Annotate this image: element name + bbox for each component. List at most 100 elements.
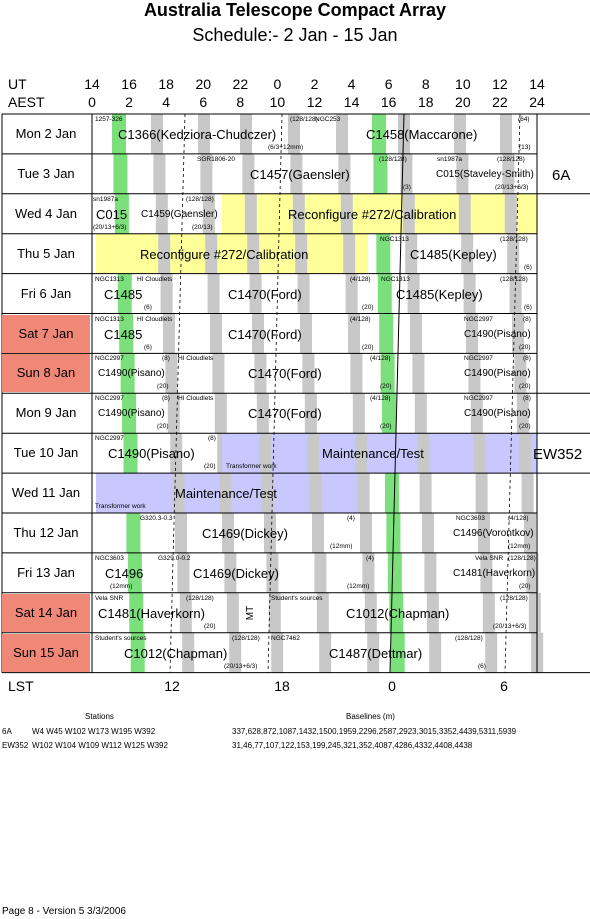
baselines-heading: Baselines (m) xyxy=(346,712,395,721)
night-stripe xyxy=(407,273,420,314)
source-tag: NGC2997 xyxy=(464,315,493,323)
page-title: Australia Telescope Compact Array xyxy=(143,0,447,20)
green-stripe xyxy=(389,592,404,633)
day-label: Tue 3 Jan xyxy=(17,165,75,181)
source-tag: (4/128) xyxy=(508,515,529,522)
night-stripe xyxy=(417,433,430,474)
source-tag: (20) xyxy=(519,383,531,391)
night-stripe xyxy=(419,473,432,513)
aest-tick: 14 xyxy=(343,94,360,110)
night-stripe xyxy=(350,353,363,394)
source-tag: SGR1806-20 xyxy=(197,155,235,163)
aest-tick: 24 xyxy=(529,94,545,110)
program-label: C1470(Ford) xyxy=(228,286,302,302)
aest-tick: 12 xyxy=(306,94,323,110)
program-label: C1481(Haverkorn) xyxy=(453,567,536,579)
baselines-6a: 337,628,872,1087,1432,1500,1959,2296,258… xyxy=(232,727,517,736)
green-stripe xyxy=(129,592,144,633)
night-stripe xyxy=(426,592,439,633)
source-tag: NGC253 xyxy=(315,116,341,123)
night-stripe xyxy=(485,632,498,673)
night-stripe xyxy=(463,273,476,314)
aest-tick: 4 xyxy=(162,94,171,110)
program-label: Maintenance/Test xyxy=(322,446,424,462)
program-label: C1485(Kepley) xyxy=(410,246,497,262)
config-6a: 6A xyxy=(2,727,12,736)
aest-axis-label: AEST xyxy=(8,94,45,110)
night-stripe xyxy=(514,353,527,394)
night-stripe xyxy=(512,313,524,354)
night-stripe xyxy=(482,592,495,633)
night-stripe xyxy=(367,632,380,673)
program-label: C1470(Ford) xyxy=(248,366,322,382)
night-stripe xyxy=(165,353,178,394)
night-stripe xyxy=(526,552,539,593)
ut-tick: 16 xyxy=(121,76,137,92)
source-tag: (20/13) xyxy=(192,223,213,231)
green-stripe xyxy=(373,153,388,194)
night-stripe xyxy=(466,313,478,354)
source-tag: HI Cloudlets xyxy=(137,275,173,283)
program-label: C015(Staveley-Smith) xyxy=(436,168,534,180)
source-tag: (20) xyxy=(519,423,531,431)
program-label: C1012(Chapman) xyxy=(124,645,228,661)
night-stripe xyxy=(402,193,415,234)
day-label: Fri 6 Jan xyxy=(20,285,72,301)
program-label: C1459(Gaensler) xyxy=(141,208,218,220)
night-stripe xyxy=(292,193,305,234)
green-stripe xyxy=(120,353,135,394)
source-tag: (20/13+6/3) xyxy=(224,662,258,670)
source-tag: (128/128) xyxy=(186,195,214,203)
source-tag: (8) xyxy=(523,355,531,363)
source-tag: NGC1313 xyxy=(381,275,410,283)
source-tag: (128/128) xyxy=(500,594,528,602)
night-stripe xyxy=(266,552,279,593)
source-tag: (64) xyxy=(518,116,530,123)
source-tag: Student's sources xyxy=(95,634,147,642)
day-label: Thu 5 Jan xyxy=(17,245,75,261)
ut-tick: 14 xyxy=(529,76,545,92)
night-stripe xyxy=(454,114,466,154)
source-tag: (12mm) xyxy=(508,543,531,550)
night-stripe xyxy=(205,233,218,274)
night-stripe xyxy=(473,433,486,474)
program-label: C1490(Pisano) xyxy=(108,446,195,462)
night-stripe xyxy=(242,153,255,194)
source-tag: (20) xyxy=(380,423,392,431)
source-tag: (20) xyxy=(204,463,216,471)
source-tag: (8) xyxy=(162,395,170,403)
day-label: Wed 11 Jan xyxy=(11,485,81,501)
source-tag: (4/128) xyxy=(350,275,371,283)
green-stripe xyxy=(372,114,386,154)
source-tag: (12mm) xyxy=(330,543,353,550)
night-stripe xyxy=(340,193,353,234)
night-stripe xyxy=(348,313,360,354)
source-tag: (13) xyxy=(519,144,531,151)
night-stripe xyxy=(153,153,166,194)
ut-axis-label: UT xyxy=(8,76,27,92)
program-label: C1481(Haverkorn) xyxy=(98,605,205,621)
lst-tick: 6 xyxy=(500,678,508,694)
night-stripe xyxy=(360,513,372,553)
source-tag: Transformer work xyxy=(226,463,277,471)
night-stripe xyxy=(229,632,242,673)
night-stripe xyxy=(167,393,180,434)
green-stripe xyxy=(112,114,126,154)
source-tag: (8) xyxy=(162,355,170,363)
source-tag: G320.3-0.3 xyxy=(140,515,173,522)
lst-tick: 0 xyxy=(388,678,396,694)
day-label: Mon 2 Jan xyxy=(15,126,77,141)
source-tag: (12mm) xyxy=(347,582,370,590)
aest-tick: 8 xyxy=(236,94,245,110)
night-stripe xyxy=(309,473,322,513)
night-stripe xyxy=(502,153,515,194)
program-label: C1490(Pisano) xyxy=(98,368,165,380)
night-stripe xyxy=(507,233,520,274)
night-stripe xyxy=(307,433,320,474)
night-stripe xyxy=(172,473,185,513)
day-label: Tue 10 Jan xyxy=(13,445,79,461)
stations-6a: W4 W45 W102 W173 W195 W392 xyxy=(32,727,156,736)
program-label: Reconfigure #272/Calibration xyxy=(288,206,457,222)
source-tag: (3) xyxy=(403,183,411,191)
source-tag: HI Cloudlets xyxy=(178,355,214,363)
